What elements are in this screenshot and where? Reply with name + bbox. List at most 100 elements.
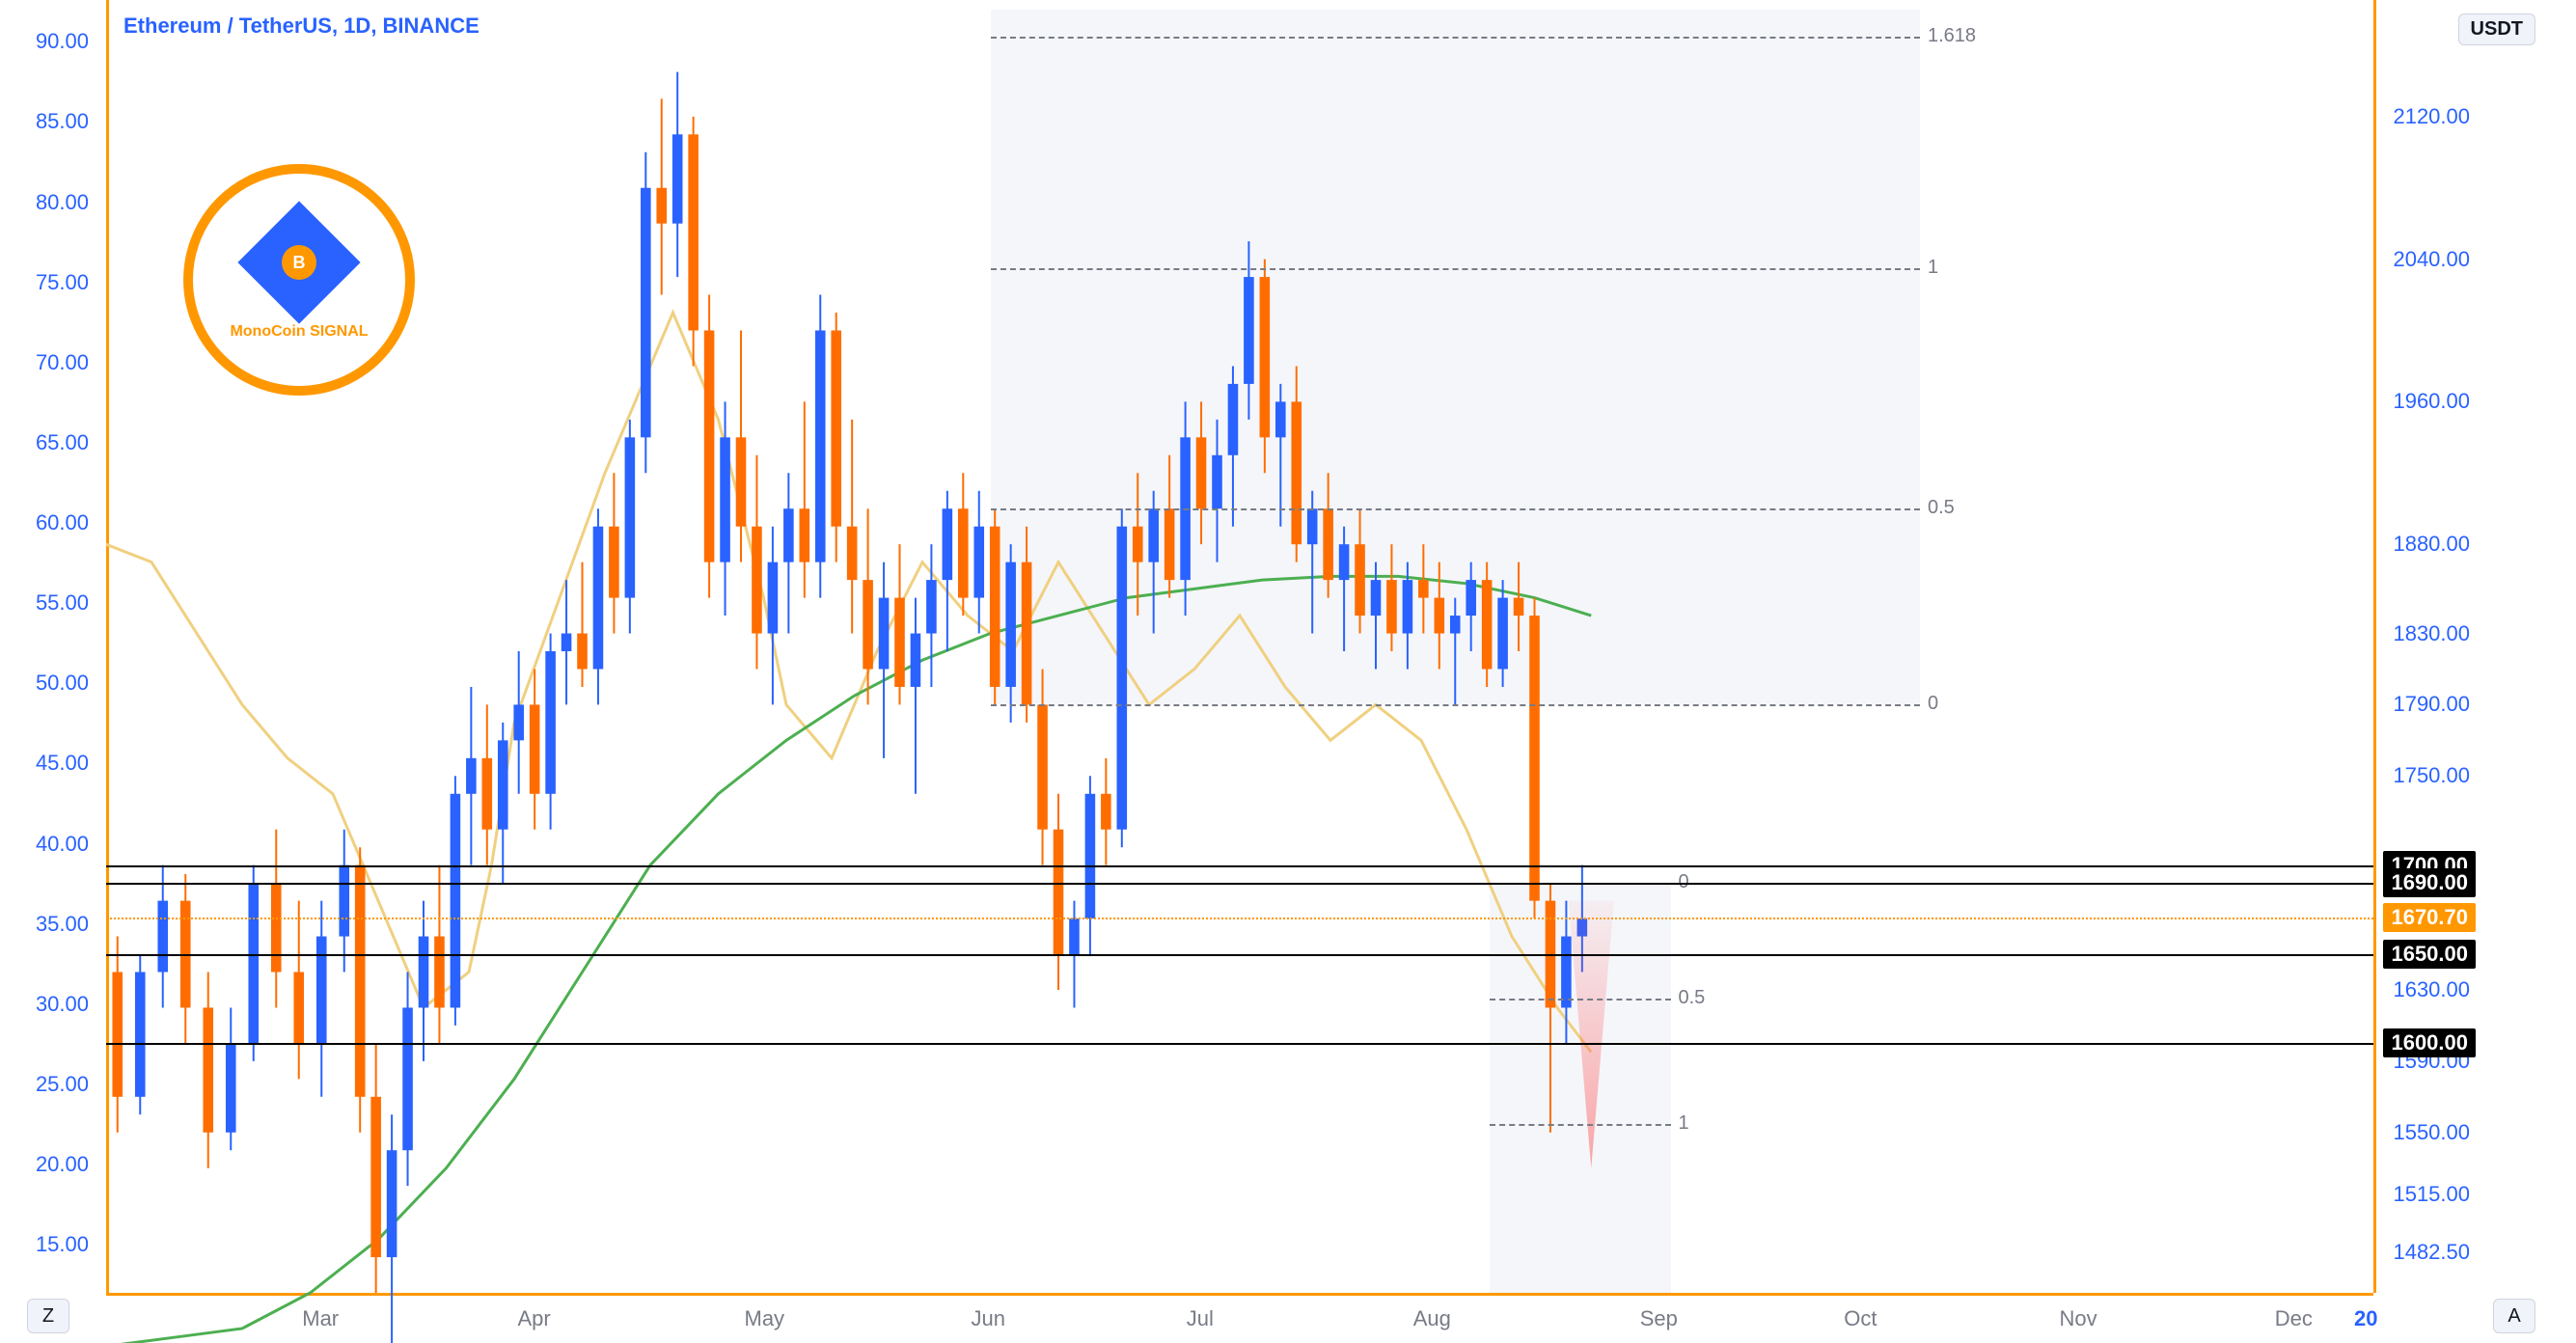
candle-body[interactable] — [1307, 508, 1318, 544]
fib-level-line[interactable] — [1490, 1124, 1671, 1126]
candle-body[interactable] — [672, 134, 683, 223]
horizontal-line[interactable] — [106, 1043, 2373, 1045]
candle-body[interactable] — [1069, 918, 1080, 954]
candle-body[interactable] — [1323, 508, 1333, 580]
zoom-button[interactable]: Z — [27, 1299, 69, 1333]
candle-body[interactable] — [248, 883, 259, 1043]
candle-body[interactable] — [1117, 527, 1128, 830]
fib-level-line[interactable] — [991, 508, 1921, 510]
chart-canvas[interactable] — [0, 0, 2576, 1343]
candle-body[interactable] — [1339, 544, 1350, 580]
candle-body[interactable] — [293, 973, 304, 1044]
candle-body[interactable] — [1514, 598, 1524, 616]
candle-body[interactable] — [545, 651, 556, 794]
candle-body[interactable] — [1085, 794, 1096, 918]
candle-body[interactable] — [1386, 580, 1397, 633]
candle-body[interactable] — [271, 883, 282, 972]
candle-body[interactable] — [704, 331, 715, 562]
candle-body[interactable] — [752, 527, 762, 634]
candle-body[interactable] — [135, 973, 146, 1097]
fib-level-line[interactable] — [991, 704, 1921, 706]
fib-level-line[interactable] — [991, 268, 1921, 270]
candle-body[interactable] — [482, 758, 493, 830]
candle-body[interactable] — [1244, 277, 1254, 384]
candle-body[interactable] — [1355, 544, 1365, 616]
candle-body[interactable] — [419, 937, 429, 1008]
candle-body[interactable] — [815, 331, 826, 562]
candle-body[interactable] — [1275, 401, 1286, 437]
candle-body[interactable] — [1165, 508, 1175, 580]
candle-body[interactable] — [1022, 562, 1032, 705]
candle-body[interactable] — [355, 865, 366, 1097]
candle-body[interactable] — [466, 758, 477, 794]
candle-body[interactable] — [831, 331, 841, 527]
candle-body[interactable] — [1133, 527, 1143, 562]
candle-body[interactable] — [625, 437, 636, 597]
candle-body[interactable] — [800, 508, 810, 562]
candle-body[interactable] — [157, 901, 168, 973]
candle-body[interactable] — [1005, 562, 1016, 687]
candle-body[interactable] — [720, 437, 730, 562]
candle-body[interactable] — [434, 937, 445, 1008]
candle-body[interactable] — [513, 704, 524, 740]
candle-body[interactable] — [609, 527, 619, 598]
fib-level-line[interactable] — [1490, 999, 1671, 1000]
candle-body[interactable] — [688, 134, 699, 330]
candle-body[interactable] — [451, 794, 461, 1008]
candle-body[interactable] — [370, 1097, 381, 1257]
candle-body[interactable] — [1371, 580, 1382, 616]
x-axis-tick: Nov — [2060, 1306, 2097, 1331]
candle-body[interactable] — [593, 527, 604, 670]
candle-body[interactable] — [1101, 794, 1111, 830]
candle-body[interactable] — [973, 527, 984, 598]
candle-body[interactable] — [1418, 580, 1429, 597]
candle-body[interactable] — [847, 527, 858, 580]
candle-body[interactable] — [339, 865, 349, 937]
auto-scale-button[interactable]: A — [2493, 1299, 2535, 1333]
candle-body[interactable] — [641, 188, 651, 438]
candle-body[interactable] — [783, 508, 794, 562]
candle-body[interactable] — [226, 1043, 236, 1132]
candle-body[interactable] — [203, 1007, 213, 1132]
candle-body[interactable] — [1450, 616, 1461, 633]
horizontal-line[interactable] — [106, 954, 2373, 956]
candle-body[interactable] — [316, 937, 327, 1044]
candle-body[interactable] — [112, 973, 123, 1097]
candle-body[interactable] — [656, 188, 667, 224]
candle-body[interactable] — [1054, 830, 1064, 954]
candle-body[interactable] — [1561, 937, 1572, 1008]
fib-level-line[interactable] — [991, 37, 1921, 39]
horizontal-line[interactable] — [106, 865, 2373, 867]
candle-body[interactable] — [498, 740, 508, 829]
horizontal-line[interactable] — [106, 883, 2373, 885]
candle-body[interactable] — [894, 598, 905, 687]
candle-body[interactable] — [402, 1007, 413, 1150]
candle-body[interactable] — [1212, 455, 1222, 508]
candle-body[interactable] — [1148, 508, 1159, 562]
candle-body[interactable] — [943, 508, 953, 580]
candle-body[interactable] — [1260, 277, 1271, 437]
candle-body[interactable] — [1466, 580, 1476, 616]
candle-body[interactable] — [1497, 598, 1508, 670]
candle-body[interactable] — [736, 437, 747, 526]
candle-body[interactable] — [911, 634, 921, 687]
candle-body[interactable] — [958, 508, 969, 597]
candle-body[interactable] — [863, 580, 873, 669]
candle-body[interactable] — [577, 634, 588, 670]
candle-body[interactable] — [1228, 384, 1239, 455]
candle-body[interactable] — [879, 598, 890, 670]
candle-body[interactable] — [1435, 598, 1445, 634]
candle-body[interactable] — [1529, 616, 1540, 901]
candle-body[interactable] — [1291, 401, 1302, 544]
candle-body[interactable] — [387, 1150, 397, 1257]
horizontal-line[interactable] — [106, 918, 2373, 919]
candle-body[interactable] — [1482, 580, 1493, 669]
candle-body[interactable] — [990, 527, 1000, 687]
candle-body[interactable] — [562, 634, 572, 651]
candle-body[interactable] — [926, 580, 937, 633]
candle-body[interactable] — [1196, 437, 1207, 508]
candle-body[interactable] — [1037, 704, 1048, 829]
candle-body[interactable] — [530, 704, 540, 793]
candle-body[interactable] — [1403, 580, 1413, 633]
candle-body[interactable] — [768, 562, 779, 634]
